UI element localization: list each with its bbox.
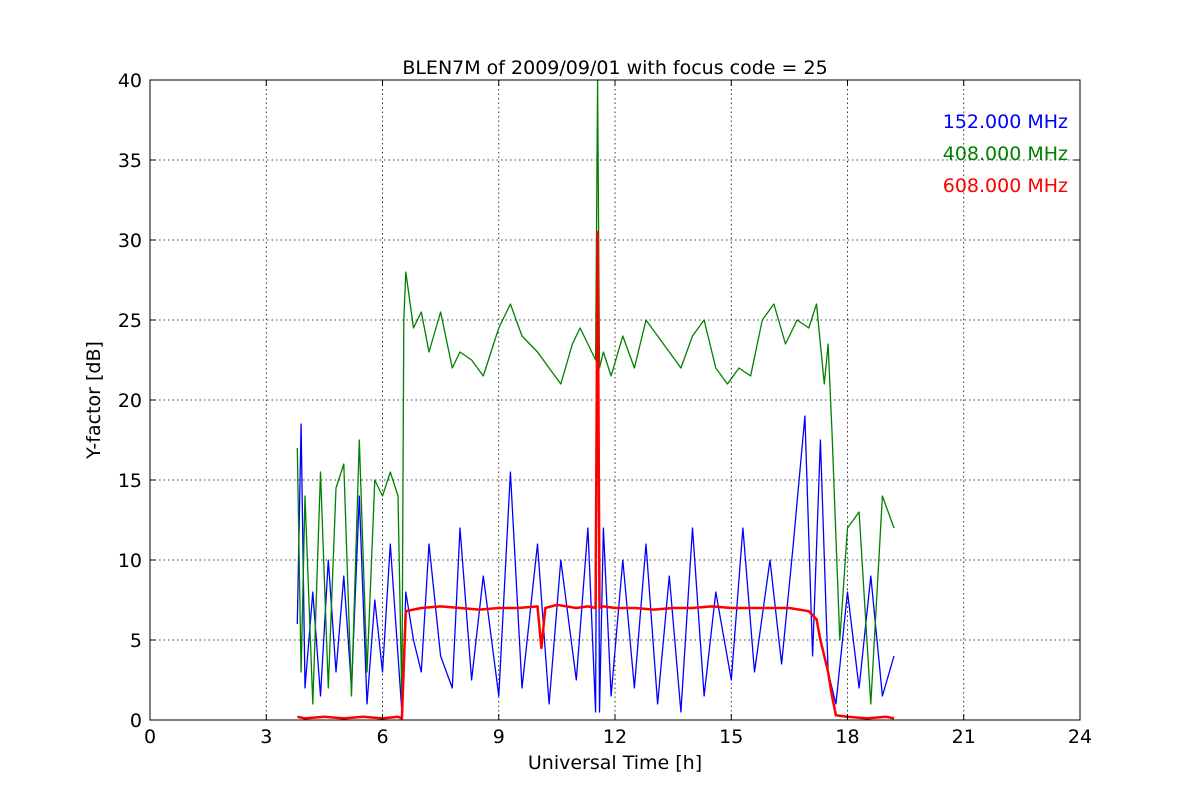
chart-title: BLEN7M of 2009/09/01 with focus code = 2… xyxy=(402,57,827,79)
series-line-2 xyxy=(296,80,895,705)
y-axis-label: Y-factor [dB] xyxy=(83,341,105,460)
legend-entry: 152.000 MHz xyxy=(943,111,1068,133)
y-tick-label: 10 xyxy=(118,550,142,572)
ticks: 0 3 6 9 12 15 18 21 24 0 5 10 15 20 25 30 35 40 xyxy=(118,70,1092,748)
y-tick-label: 0 xyxy=(130,710,142,732)
y-tick-label: 25 xyxy=(118,310,142,332)
legend: 152.000 MHz 408.000 MHz 608.000 MHz xyxy=(943,111,1068,197)
grid xyxy=(150,80,1080,720)
x-tick-label: 9 xyxy=(493,726,505,748)
series-line-1 xyxy=(296,239,895,713)
y-tick-label: 35 xyxy=(118,150,142,172)
y-tick-label: 40 xyxy=(118,70,142,92)
y-tick-label: 5 xyxy=(130,630,142,652)
series-group xyxy=(296,80,895,720)
y-tick-label: 20 xyxy=(118,390,142,412)
x-tick-label: 12 xyxy=(603,726,627,748)
legend-entry: 408.000 MHz xyxy=(943,143,1068,165)
y-tick-label: 15 xyxy=(118,470,142,492)
x-tick-label: 18 xyxy=(835,726,859,748)
series-line-3 xyxy=(297,230,895,720)
legend-entry: 608.000 MHz xyxy=(943,175,1068,197)
x-axis-label: Universal Time [h] xyxy=(528,752,702,774)
x-tick-label: 6 xyxy=(376,726,388,748)
x-tick-label: 3 xyxy=(260,726,272,748)
x-tick-label: 15 xyxy=(719,726,743,748)
y-tick-label: 30 xyxy=(118,230,142,252)
x-tick-label: 21 xyxy=(952,726,976,748)
x-tick-label: 24 xyxy=(1068,726,1092,748)
x-tick-label: 0 xyxy=(144,726,156,748)
